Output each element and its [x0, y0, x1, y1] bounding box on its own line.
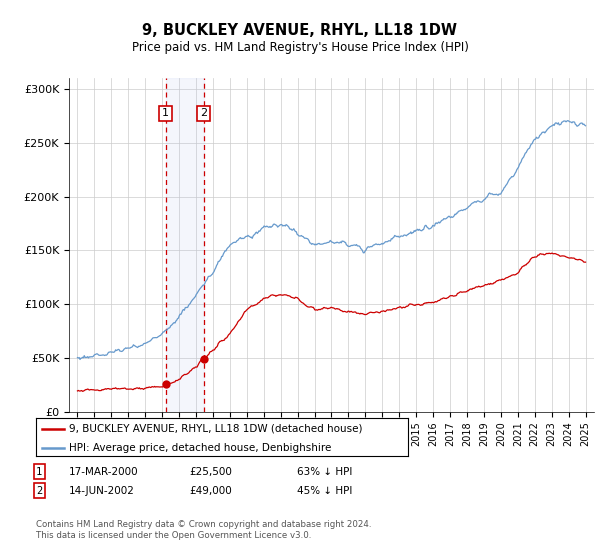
- Text: 1: 1: [36, 466, 42, 477]
- Text: 2: 2: [36, 486, 42, 496]
- Text: 14-JUN-2002: 14-JUN-2002: [69, 486, 135, 496]
- Text: HPI: Average price, detached house, Denbighshire: HPI: Average price, detached house, Denb…: [70, 443, 332, 453]
- Text: Contains HM Land Registry data © Crown copyright and database right 2024.
This d: Contains HM Land Registry data © Crown c…: [36, 520, 371, 540]
- Text: 17-MAR-2000: 17-MAR-2000: [69, 466, 139, 477]
- Text: 9, BUCKLEY AVENUE, RHYL, LL18 1DW (detached house): 9, BUCKLEY AVENUE, RHYL, LL18 1DW (detac…: [70, 424, 363, 434]
- Text: 2: 2: [200, 109, 207, 118]
- Text: 63% ↓ HPI: 63% ↓ HPI: [297, 466, 352, 477]
- Text: £49,000: £49,000: [189, 486, 232, 496]
- Text: 9, BUCKLEY AVENUE, RHYL, LL18 1DW: 9, BUCKLEY AVENUE, RHYL, LL18 1DW: [143, 24, 458, 38]
- Text: 1: 1: [162, 109, 169, 118]
- Text: Price paid vs. HM Land Registry's House Price Index (HPI): Price paid vs. HM Land Registry's House …: [131, 41, 469, 54]
- Text: 45% ↓ HPI: 45% ↓ HPI: [297, 486, 352, 496]
- Text: £25,500: £25,500: [189, 466, 232, 477]
- Bar: [166, 78, 203, 412]
